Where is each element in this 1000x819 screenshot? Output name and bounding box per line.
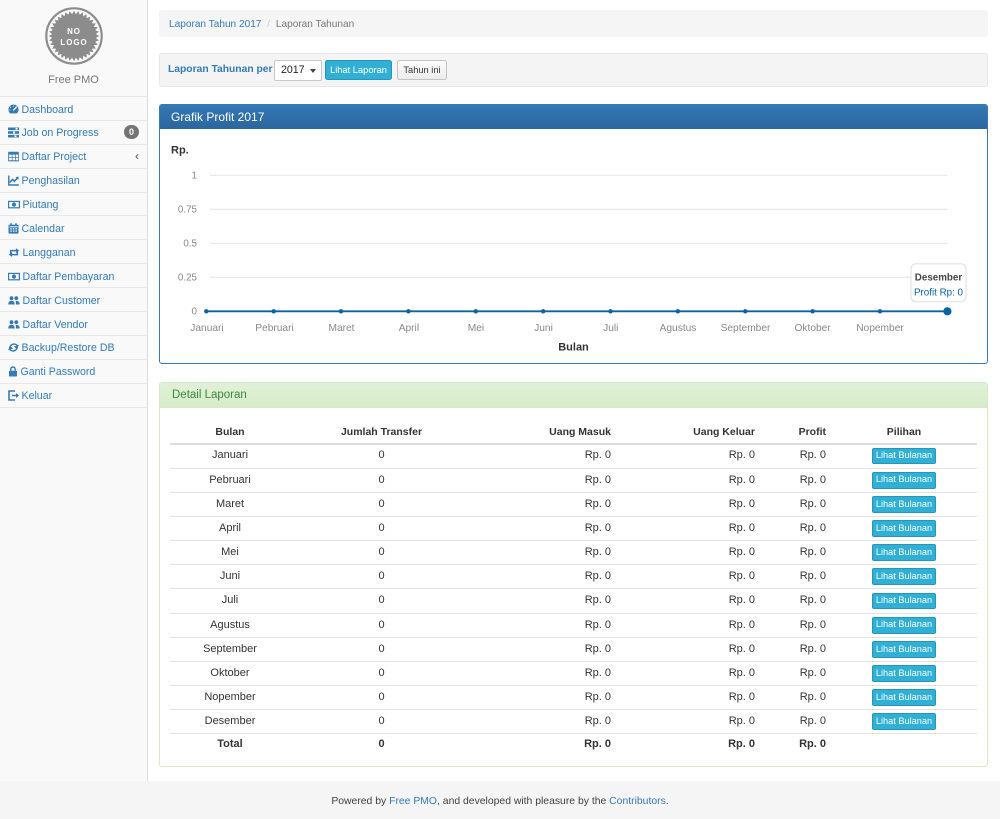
svg-text:Profit Rp: 0: Profit Rp: 0 bbox=[914, 287, 964, 298]
svg-text:Mei: Mei bbox=[468, 323, 484, 334]
svg-text:September: September bbox=[721, 323, 771, 334]
svg-text:0.5: 0.5 bbox=[183, 239, 197, 250]
svg-text:0: 0 bbox=[192, 307, 198, 318]
svg-text:0.25: 0.25 bbox=[178, 273, 198, 284]
svg-text:Rp.: Rp. bbox=[171, 145, 189, 157]
svg-text:Bulan: Bulan bbox=[558, 342, 589, 354]
svg-text:Desember: Desember bbox=[915, 272, 963, 283]
svg-text:Juni: Juni bbox=[534, 323, 553, 334]
svg-text:LOGO: LOGO bbox=[60, 38, 87, 47]
svg-text:Agustus: Agustus bbox=[660, 323, 697, 334]
svg-text:Oktober: Oktober bbox=[794, 323, 831, 334]
svg-text:Maret: Maret bbox=[328, 323, 354, 334]
svg-text:Nopember: Nopember bbox=[856, 323, 904, 334]
svg-text:1: 1 bbox=[192, 171, 197, 182]
svg-text:Pebruari: Pebruari bbox=[255, 323, 294, 334]
svg-text:NO: NO bbox=[67, 27, 81, 36]
svg-text:April: April bbox=[399, 323, 419, 334]
svg-text:0.75: 0.75 bbox=[178, 205, 198, 216]
svg-text:Juli: Juli bbox=[603, 323, 618, 334]
svg-text:Januari: Januari bbox=[190, 323, 223, 334]
